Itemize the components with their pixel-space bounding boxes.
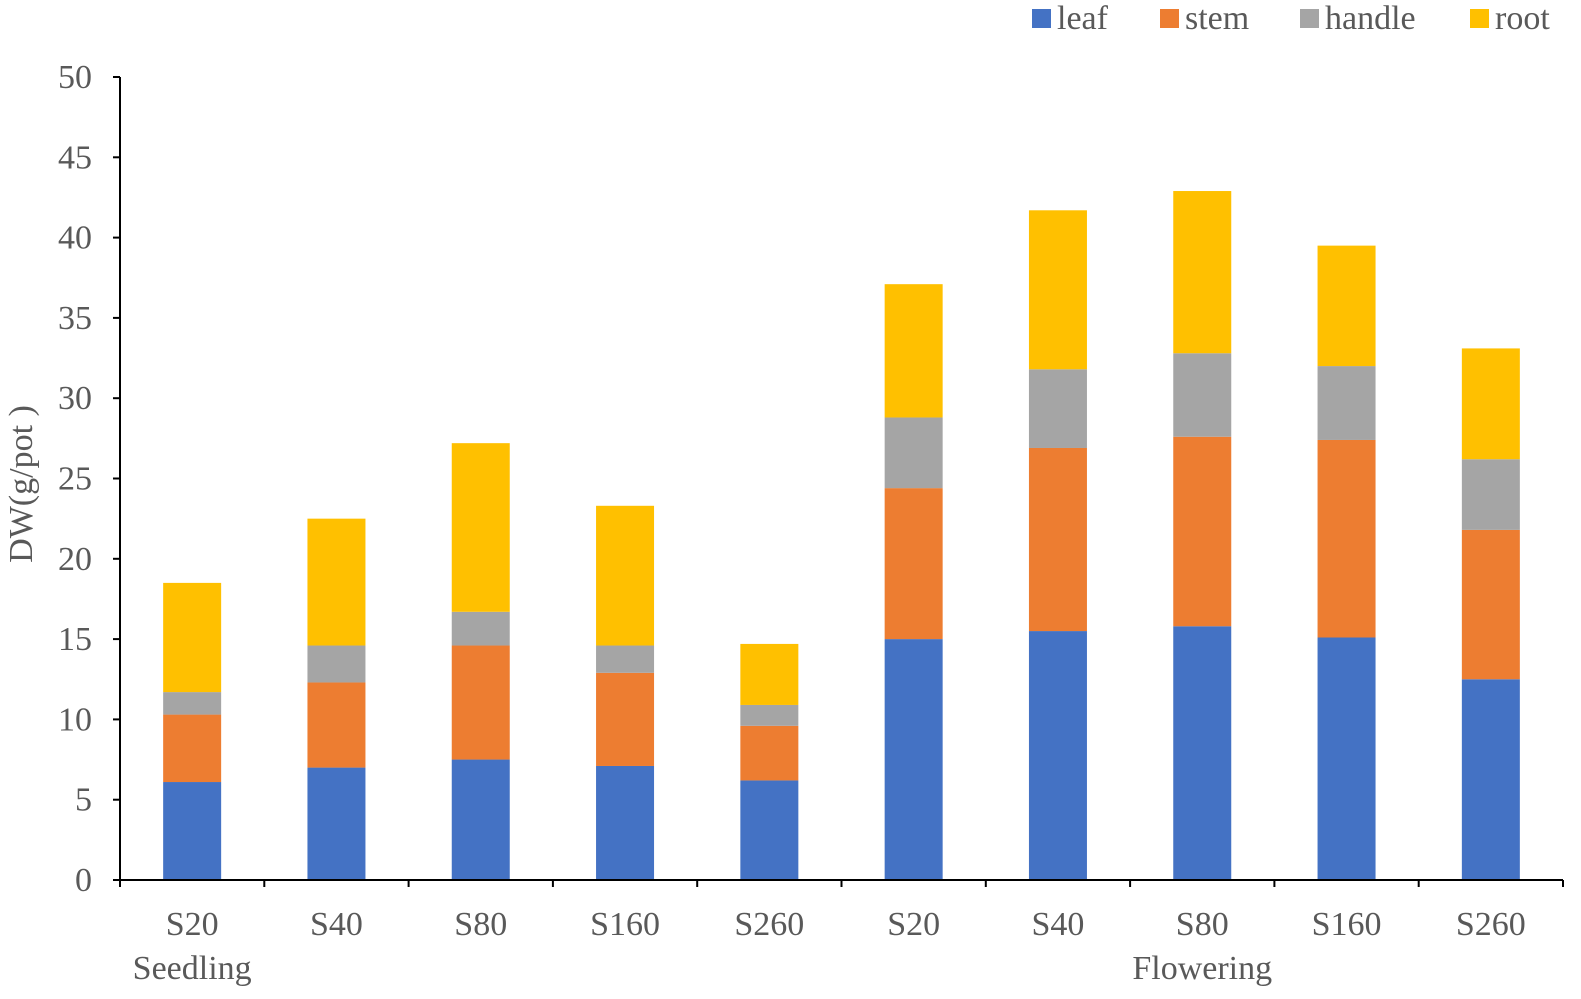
bar-segment-root	[596, 505, 655, 646]
legend: leaf stem handle root	[1032, 0, 1550, 37]
bar-segment-handle	[1317, 366, 1376, 440]
bar-segment-stem	[163, 714, 222, 783]
bar-segment-stem	[451, 645, 510, 760]
y-tick-label: 45	[58, 139, 92, 176]
x-category-label: S40	[310, 906, 363, 943]
bar-segment-stem	[1028, 447, 1087, 632]
x-axis-category-labels: S20 S40 S80 S160 S260 S20 S40 S80 S160 S260	[166, 906, 1526, 943]
y-tick-label: 35	[58, 300, 92, 337]
x-group-label: Seedling	[133, 950, 252, 987]
bar-segment-leaf	[307, 767, 366, 880]
bar-segment-handle	[1461, 459, 1520, 530]
bar-segment-leaf	[1173, 626, 1232, 880]
bar-segment-root	[451, 443, 510, 612]
bar-segment-leaf	[1028, 631, 1087, 880]
bar-segment-root	[163, 582, 222, 693]
bar-segment-stem	[740, 725, 799, 781]
y-axis-ticks: 0 5 10 15 20 25 30 35 40 45 50	[58, 59, 120, 899]
x-category-label: S260	[734, 906, 804, 943]
bar-segment-stem	[1461, 529, 1520, 680]
bars	[163, 191, 1520, 880]
bar-segment-root	[884, 284, 943, 418]
bar-segment-root	[740, 643, 799, 705]
bar-segment-handle	[451, 611, 510, 646]
x-category-label: S260	[1456, 906, 1526, 943]
bar-segment-leaf	[163, 782, 222, 880]
bar-segment-stem	[1173, 436, 1232, 627]
y-tick-label: 30	[58, 380, 92, 417]
x-category-label: S160	[590, 906, 660, 943]
bar-segment-root	[1461, 348, 1520, 460]
legend-swatch-stem	[1160, 9, 1179, 28]
x-category-label: S80	[1176, 906, 1229, 943]
bar-segment-root	[1173, 191, 1232, 354]
bar-segment-stem	[884, 488, 943, 640]
bar-segment-leaf	[1461, 679, 1520, 880]
y-tick-label: 10	[58, 701, 92, 738]
bar-segment-root	[1028, 210, 1087, 370]
y-tick-label: 50	[58, 59, 92, 96]
bar-segment-stem	[1317, 439, 1376, 638]
bar-segment-handle	[884, 417, 943, 489]
x-axis-ticks	[119, 880, 1564, 887]
bar-segment-stem	[596, 672, 655, 766]
x-category-label: S40	[1031, 906, 1084, 943]
legend-swatch-leaf	[1032, 9, 1051, 28]
legend-label-handle: handle	[1325, 0, 1416, 37]
x-category-label: S80	[454, 906, 507, 943]
bar-segment-root	[307, 518, 366, 646]
y-tick-label: 15	[58, 621, 92, 658]
y-tick-label: 20	[58, 541, 92, 578]
legend-label-stem: stem	[1185, 0, 1249, 37]
bar-segment-handle	[740, 704, 799, 726]
bar-segment-handle	[307, 645, 366, 683]
x-category-label: S160	[1312, 906, 1382, 943]
x-group-label: Flowering	[1132, 950, 1272, 987]
legend-swatch-handle	[1300, 9, 1319, 28]
bar-segment-leaf	[740, 780, 799, 880]
bar-segment-root	[1317, 245, 1376, 367]
y-tick-label: 40	[58, 220, 92, 257]
legend-label-root: root	[1495, 0, 1550, 37]
x-axis-group-labels: Seedling Flowering	[133, 950, 1272, 987]
bar-segment-handle	[163, 692, 222, 715]
bar-segment-leaf	[451, 759, 510, 880]
bar-segment-handle	[1173, 353, 1232, 437]
bar-segment-handle	[596, 645, 655, 673]
legend-swatch-root	[1470, 9, 1489, 28]
bar-segment-leaf	[1317, 637, 1376, 880]
bar-segment-handle	[1028, 369, 1087, 448]
bar-segment-leaf	[884, 639, 943, 880]
y-tick-label: 25	[58, 461, 92, 498]
y-axis-label: DW(g/pot )	[3, 405, 40, 563]
bar-segment-leaf	[596, 765, 655, 880]
y-tick-label: 5	[75, 782, 92, 819]
legend-label-leaf: leaf	[1057, 0, 1109, 37]
bar-segment-stem	[307, 682, 366, 768]
y-tick-label: 0	[75, 862, 92, 899]
x-category-label: S20	[166, 906, 219, 943]
x-category-label: S20	[887, 906, 940, 943]
